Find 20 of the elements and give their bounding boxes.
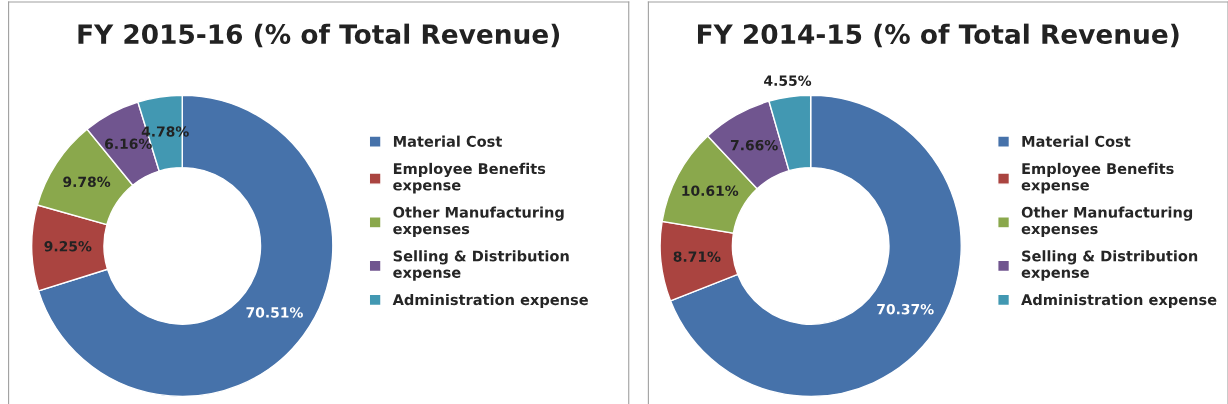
data-label: 9.25% [44, 241, 92, 252]
data-label: 4.55% [764, 75, 812, 86]
legend-label: Employee Benefits expense [1021, 162, 1174, 194]
legend-label: Selling & Distribution expense [393, 250, 569, 281]
data-label: 7.66% [730, 139, 778, 151]
legend-label: Other Manufacturing expenses [1021, 206, 1193, 238]
legend-label: Other Manufacturing expenses [393, 206, 564, 238]
legend-label: Material Cost [1022, 135, 1131, 147]
data-label: 8.71% [673, 251, 721, 262]
data-label: 9.78% [63, 176, 111, 188]
data-label: 10.61% [682, 185, 739, 196]
legend-label: Administration expense [392, 293, 588, 308]
legend-label: Selling & Distribution expense [1021, 250, 1198, 281]
legend-label: Employee Benefits expense [393, 162, 546, 194]
chart-title: FY 2015-16 (% of Total Revenue) [78, 23, 560, 48]
legend-label: Administration expense [1021, 293, 1217, 308]
data-label: 70.51% [246, 307, 303, 318]
chart-title: FY 2014-15 (% of Total Revenue) [697, 23, 1179, 48]
legend-label: Material Cost [393, 135, 502, 147]
data-label: 70.37% [877, 303, 934, 315]
